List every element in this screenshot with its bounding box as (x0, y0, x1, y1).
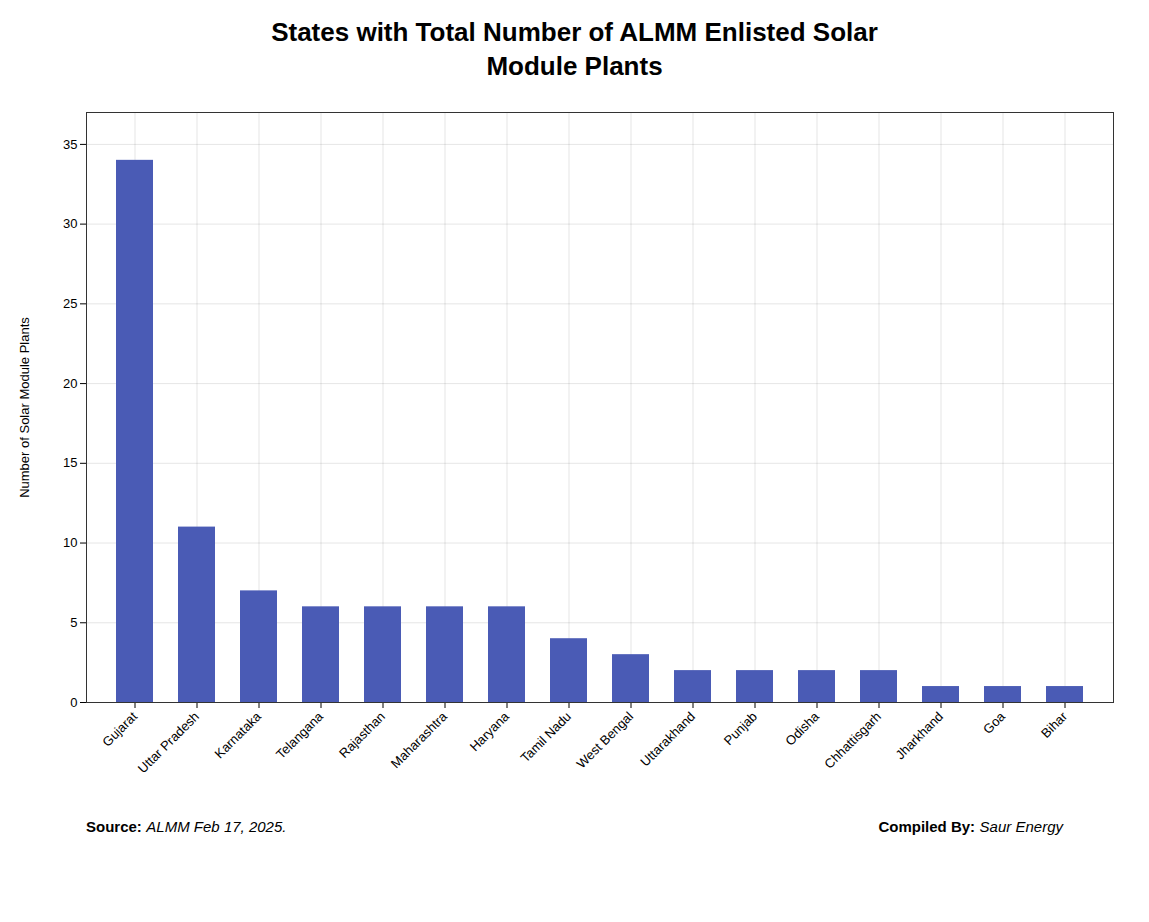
svg-text:35: 35 (63, 136, 77, 151)
svg-text:Number of Solar Module Plants: Number of Solar Module Plants (17, 316, 32, 497)
svg-text:Haryana: Haryana (467, 708, 513, 754)
svg-text:30: 30 (63, 216, 77, 231)
svg-text:Goa: Goa (980, 708, 1009, 737)
svg-text:Telangana: Telangana (273, 708, 327, 762)
svg-text:25: 25 (63, 296, 77, 311)
html-text:States with Total Number of AL: States with Total Number of ALMM Enliste… (271, 17, 878, 81)
svg-text:Uttar Pradesh: Uttar Pradesh (135, 708, 202, 775)
svg-text:Punjab: Punjab (721, 708, 760, 747)
svg-text:Karnataka: Karnataka (212, 708, 265, 761)
svg-text:Gujarat: Gujarat (99, 708, 140, 749)
svg-text:Chhattisgarh: Chhattisgarh (821, 708, 884, 771)
svg-text:20: 20 (63, 375, 77, 390)
svg-text:Uttarakhand: Uttarakhand (637, 708, 698, 769)
svg-text:15: 15 (63, 455, 77, 470)
html-text:Compiled By: Saur Energy: Compiled By: Saur Energy (878, 817, 1063, 835)
svg-text:Rajasthan: Rajasthan (336, 708, 388, 760)
svg-text:West Bengal: West Bengal (574, 708, 637, 771)
html-text:Source: ALMM Feb 17, 2025.: Source: ALMM Feb 17, 2025. (86, 817, 287, 835)
svg-text:Tamil Nadu: Tamil Nadu (517, 708, 574, 765)
svg-text:Maharashtra: Maharashtra (388, 708, 451, 771)
svg-text:5: 5 (70, 615, 77, 630)
svg-text:Bihar: Bihar (1038, 708, 1071, 741)
svg-text:Jharkhand: Jharkhand (893, 708, 947, 762)
svg-text:10: 10 (63, 535, 77, 550)
svg-text:0: 0 (70, 694, 77, 709)
svg-text:Odisha: Odisha (782, 708, 822, 748)
